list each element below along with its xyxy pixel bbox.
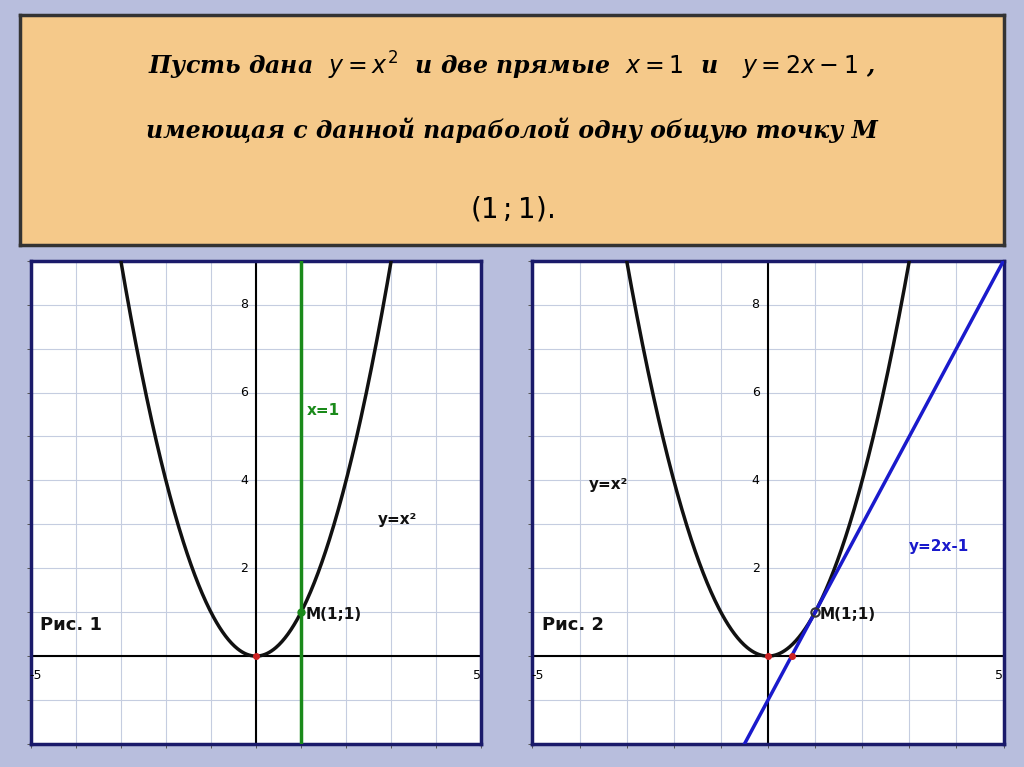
Text: Рис. 2: Рис. 2	[542, 616, 604, 634]
Text: 6: 6	[240, 386, 248, 399]
Text: y=x²: y=x²	[589, 477, 629, 492]
Text: M(1;1): M(1;1)	[305, 607, 361, 622]
Text: 4: 4	[240, 474, 248, 487]
Text: 8: 8	[752, 298, 760, 311]
Text: 2: 2	[752, 561, 760, 574]
Text: 6: 6	[752, 386, 760, 399]
Text: Пусть дана  $y = x^2$  и две прямые  $x = 1$  и   $y = 2x-1$ ,: Пусть дана $y = x^2$ и две прямые $x = 1…	[148, 50, 876, 82]
Text: -5: -5	[29, 670, 42, 683]
Text: y=2x-1: y=2x-1	[909, 538, 970, 554]
Text: -5: -5	[530, 670, 544, 683]
Text: M(1;1): M(1;1)	[820, 607, 876, 622]
Text: x=1: x=1	[306, 403, 340, 417]
Text: Рис. 1: Рис. 1	[40, 616, 101, 634]
Text: 8: 8	[240, 298, 248, 311]
Text: 5: 5	[994, 670, 1002, 683]
Text: y=x²: y=x²	[378, 512, 417, 528]
Text: $(1\,;1).$: $(1\,;1).$	[470, 194, 554, 223]
Text: 4: 4	[752, 474, 760, 487]
Text: 2: 2	[240, 561, 248, 574]
Text: 5: 5	[473, 670, 481, 683]
Text: имеющая с данной параболой одну общую точку М: имеющая с данной параболой одну общую то…	[146, 117, 878, 143]
